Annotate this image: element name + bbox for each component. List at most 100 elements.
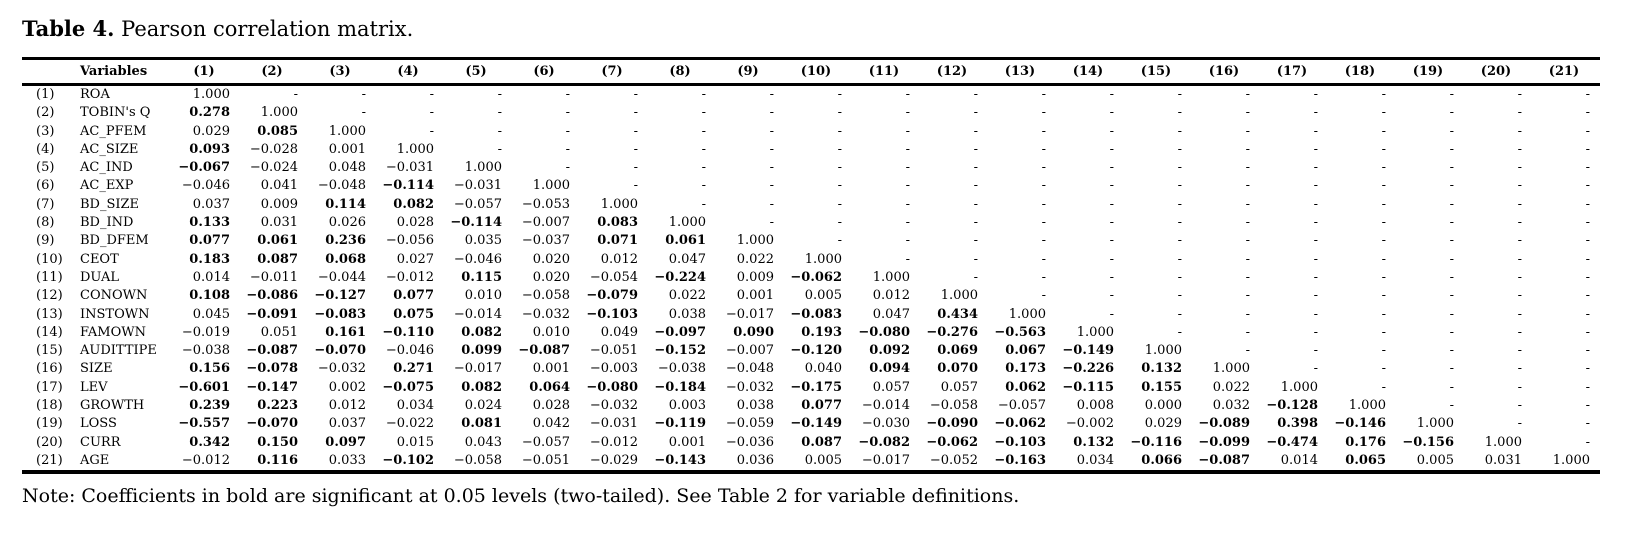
empty-cell: - <box>1449 398 1454 414</box>
row-number: (17) <box>36 379 63 395</box>
variable-name: CURR <box>80 434 121 450</box>
value-cell: −0.014 <box>453 306 502 322</box>
empty-cell: - <box>1041 288 1046 304</box>
value-cell: 0.051 <box>260 324 298 340</box>
value-cell: 0.047 <box>668 251 706 267</box>
empty-cell: - <box>1245 87 1250 102</box>
value-cell: 0.087 <box>801 434 842 450</box>
value-cell: −0.012 <box>589 434 638 450</box>
empty-cell: - <box>1585 251 1590 267</box>
empty-cell: - <box>701 141 706 157</box>
correlation-table-body: (1) ROA 1.000 - - - - - - - - - - - - - - - - - - - - (2) TOBIN'… <box>22 85 1600 473</box>
empty-cell: - <box>1109 215 1114 231</box>
empty-cell: - <box>1109 178 1114 194</box>
value-cell: 0.161 <box>325 324 366 340</box>
empty-cell: - <box>1585 416 1590 432</box>
value-cell: −0.127 <box>314 288 366 304</box>
column-header: (7) <box>580 58 648 86</box>
table-row: (19) LOSS −0.557 −0.070 0.037 −0.022 0.081 0.04… <box>22 415 1600 433</box>
value-cell: 0.057 <box>940 379 978 395</box>
value-cell: 0.003 <box>668 398 706 414</box>
value-cell: 1.000 <box>1008 306 1046 322</box>
value-cell: 0.001 <box>668 434 706 450</box>
empty-cell: - <box>1177 178 1182 194</box>
value-cell: −0.002 <box>1065 416 1114 432</box>
value-cell: −0.046 <box>385 343 434 359</box>
empty-cell: - <box>1041 105 1046 121</box>
empty-cell: - <box>701 87 706 102</box>
empty-cell: - <box>633 178 638 194</box>
value-cell: −0.031 <box>453 178 502 194</box>
column-header: (18) <box>1328 58 1396 86</box>
empty-cell: - <box>1449 379 1454 395</box>
empty-cell: - <box>837 160 842 176</box>
value-cell: 0.176 <box>1345 434 1386 450</box>
empty-cell: - <box>1585 87 1590 102</box>
empty-cell: - <box>1245 269 1250 285</box>
value-cell: 1.000 <box>328 123 366 139</box>
value-cell: 0.038 <box>736 398 774 414</box>
empty-cell: - <box>1449 215 1454 231</box>
table-row: (9) BD_DFEM 0.077 0.061 0.236 −0.056 0.035 −0.0… <box>22 232 1600 250</box>
empty-cell: - <box>1177 141 1182 157</box>
value-cell: −0.091 <box>246 306 298 322</box>
value-cell: −0.022 <box>385 416 434 432</box>
value-cell: −0.037 <box>521 233 570 249</box>
value-cell: −0.080 <box>586 379 638 395</box>
empty-cell: - <box>1313 306 1318 322</box>
empty-cell: - <box>1313 251 1318 267</box>
empty-cell: - <box>633 105 638 121</box>
value-cell: −0.175 <box>790 379 842 395</box>
empty-cell: - <box>497 105 502 121</box>
value-cell: 0.034 <box>396 398 434 414</box>
value-cell: −0.007 <box>521 215 570 231</box>
value-cell: −0.102 <box>382 452 434 468</box>
empty-cell: - <box>1381 87 1386 102</box>
value-cell: 0.183 <box>189 251 230 267</box>
empty-cell: - <box>905 233 910 249</box>
empty-cell: - <box>973 87 978 102</box>
empty-cell: - <box>1245 196 1250 212</box>
empty-cell: - <box>1517 379 1522 395</box>
value-cell: 0.132 <box>1073 434 1114 450</box>
empty-cell: - <box>1381 123 1386 139</box>
value-cell: 0.037 <box>192 196 230 212</box>
empty-cell: - <box>1517 233 1522 249</box>
empty-cell: - <box>1041 269 1046 285</box>
row-number: (13) <box>36 306 63 322</box>
empty-cell: - <box>1177 160 1182 176</box>
value-cell: 0.434 <box>937 306 978 322</box>
empty-cell: - <box>837 196 842 212</box>
empty-cell: - <box>905 251 910 267</box>
value-cell: −0.028 <box>249 141 298 157</box>
empty-cell: - <box>633 160 638 176</box>
value-cell: 0.001 <box>532 361 570 377</box>
value-cell: −0.086 <box>246 288 298 304</box>
value-cell: −0.087 <box>1198 452 1250 468</box>
value-cell: 0.114 <box>325 196 366 212</box>
value-cell: −0.143 <box>654 452 706 468</box>
empty-cell: - <box>1109 306 1114 322</box>
value-cell: 0.009 <box>260 196 298 212</box>
empty-cell: - <box>1517 324 1522 340</box>
value-cell: 1.000 <box>1212 361 1250 377</box>
empty-cell: - <box>1585 379 1590 395</box>
value-cell: −0.097 <box>654 324 706 340</box>
table-row: (8) BD_IND 0.133 0.031 0.026 0.028 −0.114 −0.00… <box>22 214 1600 232</box>
empty-cell: - <box>1313 87 1318 102</box>
value-cell: −0.563 <box>994 324 1046 340</box>
value-cell: −0.062 <box>790 269 842 285</box>
value-cell: −0.119 <box>654 416 706 432</box>
table-note: Note: Coefficients in bold are significa… <box>22 485 1020 508</box>
empty-cell: - <box>497 141 502 157</box>
empty-cell: - <box>565 105 570 121</box>
empty-cell: - <box>1585 178 1590 194</box>
empty-cell: - <box>1177 324 1182 340</box>
value-cell: −0.051 <box>589 343 638 359</box>
empty-cell: - <box>1449 343 1454 359</box>
empty-cell: - <box>1041 233 1046 249</box>
empty-cell: - <box>1109 105 1114 121</box>
empty-cell: - <box>1313 196 1318 212</box>
empty-cell: - <box>1245 141 1250 157</box>
empty-cell: - <box>905 178 910 194</box>
